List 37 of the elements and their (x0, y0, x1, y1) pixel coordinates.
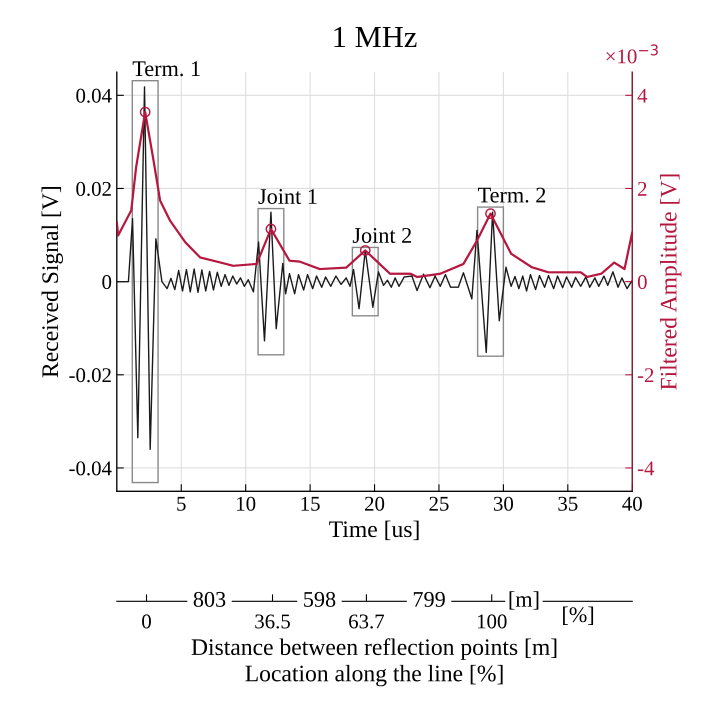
x-tick-label: 30 (494, 496, 514, 511)
annotation: Term. 1 (132, 61, 200, 76)
y-tick-label: 0 (102, 275, 112, 290)
x2-tick-label: 36.5 (255, 614, 290, 629)
y2-tick-label: 0 (638, 275, 647, 290)
y-axis-title: Received Signal [V] (42, 187, 64, 378)
y2-axis-title: Filtered Amplitude [V] (660, 174, 682, 390)
x-tick-label: 5 (177, 496, 186, 511)
text: ×10$^{−3}$ (606, 44, 658, 64)
y-tick-label: 0.04 (76, 88, 112, 103)
y2-tick-label: -2 (638, 368, 654, 382)
x-tick-label: 10 (237, 496, 256, 511)
y2-tick-label: -4 (638, 461, 654, 476)
y-tick-label: 0.02 (76, 182, 111, 196)
annotation: Term. 2 (478, 188, 546, 203)
x-tick-label: 40 (622, 496, 642, 511)
y2-tick-label: 2 (638, 182, 646, 196)
x2-axis-title: Distance between reflection points [m] Location along the line [%] (192, 638, 556, 686)
x2-tick-label: 63.7 (349, 614, 384, 629)
y-tick-label: -0.04 (69, 461, 112, 476)
text: 598 (304, 592, 336, 607)
text: [%] (563, 606, 594, 625)
chart-title: 1 MHz (334, 26, 417, 48)
y2-tick-label: 4 (638, 88, 648, 103)
annotation: Joint 2 (352, 228, 412, 243)
x-tick-label: 20 (365, 496, 384, 511)
text: [m] (510, 591, 538, 610)
annotation: Joint 1 (258, 189, 317, 204)
text: 799 (414, 592, 445, 607)
x-tick-label: 15 (302, 496, 320, 511)
y-tick-label: -0.02 (69, 368, 111, 382)
x-tick-label: 25 (429, 496, 449, 511)
text: 803 (194, 592, 226, 607)
x-axis-title: Time [us] (329, 520, 419, 540)
x-tick-label: 35 (558, 496, 578, 511)
x2-tick-label: 0 (142, 614, 151, 628)
x2-tick-label: 100 (478, 614, 507, 628)
